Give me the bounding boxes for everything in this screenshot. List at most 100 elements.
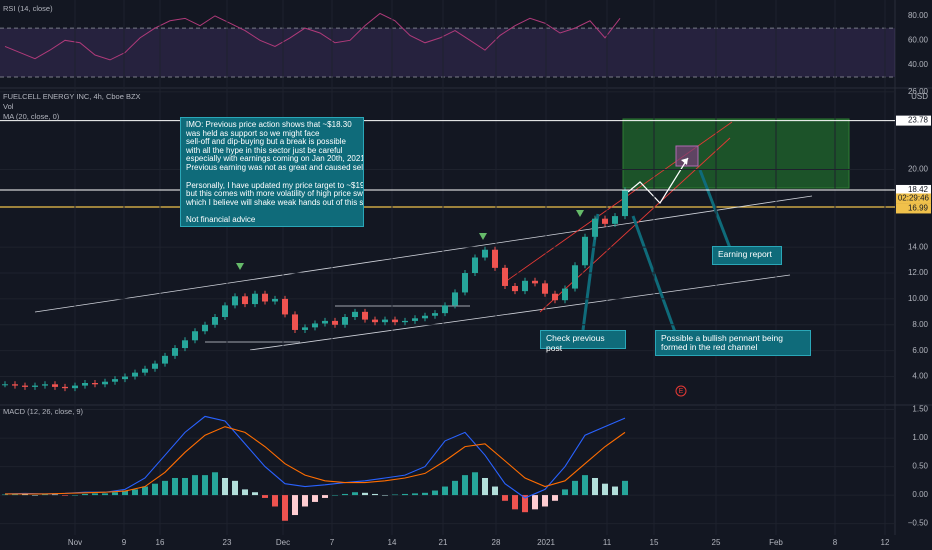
y-tick-label: 20.00 <box>908 165 929 174</box>
candle <box>442 305 448 314</box>
drawings: E USD <box>0 0 932 535</box>
annotation-line: which I believe will shake weak hands ou… <box>186 197 364 207</box>
macd-bar <box>152 483 158 496</box>
macd-bar <box>42 493 48 496</box>
macd-bar <box>52 494 58 496</box>
macd-bar <box>602 483 608 496</box>
x-tick-label: 21 <box>439 538 448 547</box>
annotation-line: Personally, I have updated my price targ… <box>186 180 364 190</box>
x-tick-label: 16 <box>156 538 165 547</box>
macd-bar <box>232 480 238 496</box>
earnings-marker <box>675 385 687 397</box>
rsi-band <box>0 28 895 77</box>
countdown: 02:29:46 <box>898 194 930 203</box>
macd-bar <box>592 477 598 496</box>
macd-bar <box>102 493 108 496</box>
candle <box>392 319 398 323</box>
macd-bar <box>572 480 578 496</box>
series-layer <box>0 0 895 535</box>
macd-bar <box>222 477 228 496</box>
candle <box>42 384 48 386</box>
macd-bar <box>142 486 148 496</box>
candle <box>232 296 238 306</box>
y-tick-label: 0.50 <box>912 462 928 471</box>
candle <box>592 218 598 237</box>
candle <box>552 293 558 301</box>
candle <box>322 320 328 324</box>
y-tick-label: 0.00 <box>912 490 928 499</box>
macd-bar <box>452 480 458 496</box>
candle <box>372 319 378 323</box>
macd-bar <box>162 480 168 496</box>
macd-bar <box>182 477 188 496</box>
y-tick-label: 12.00 <box>908 268 929 277</box>
annotation-line: was held as support so we might face <box>186 128 320 138</box>
candle <box>62 386 68 389</box>
macd-bar <box>192 475 198 496</box>
projection-path <box>627 157 689 204</box>
macd-label: MACD (12, 26, close, 9) <box>3 407 84 416</box>
candle <box>492 249 498 268</box>
macd-bar <box>122 490 128 496</box>
x-tick-label: Feb <box>769 538 783 547</box>
macd-bar <box>512 495 518 510</box>
candle <box>432 313 438 316</box>
macd-bar <box>392 494 398 496</box>
price-label-box <box>896 184 931 195</box>
price-label-box <box>896 203 931 214</box>
candle <box>22 385 28 387</box>
x-tick-label: 25 <box>712 538 721 547</box>
macd-bar <box>522 495 528 513</box>
x-tick-label: Dec <box>276 538 290 547</box>
candle <box>222 305 228 318</box>
macd-bar <box>422 492 428 496</box>
macd-bar <box>62 495 68 496</box>
macd-bar <box>112 492 118 496</box>
candle <box>302 327 308 330</box>
macd-bar <box>312 495 318 502</box>
callout-pointer <box>698 169 732 249</box>
candle <box>512 285 518 292</box>
target-zone <box>622 118 850 189</box>
macd-bar <box>462 475 468 496</box>
candle <box>92 383 98 385</box>
earnings-letter: E <box>679 388 684 395</box>
macd-bar <box>432 490 438 496</box>
volume-label: Vol <box>3 102 14 111</box>
candle <box>212 317 218 325</box>
x-tick-label: 11 <box>603 538 612 547</box>
macd-line <box>4 415 626 499</box>
candle <box>32 385 38 387</box>
macd-bar <box>552 495 558 501</box>
macd-bar <box>292 495 298 516</box>
arrow-marker <box>576 210 584 217</box>
macd-bar <box>372 493 378 496</box>
y-tick-label: 10.00 <box>908 294 929 303</box>
candle <box>472 257 478 274</box>
price-label: 23.78 <box>908 116 929 125</box>
x-tick-label: 7 <box>330 538 335 547</box>
rsi-label: RSI (14, close) <box>3 4 53 13</box>
candle <box>602 218 608 224</box>
candle <box>272 298 278 302</box>
y-tick-label: 1.50 <box>912 405 928 414</box>
signal-line <box>5 426 626 495</box>
macd-bar <box>282 495 288 521</box>
macd-bar <box>332 495 338 496</box>
macd-bar <box>472 472 478 496</box>
candle <box>522 280 528 292</box>
y-tick-label: 80.00 <box>908 11 929 20</box>
macd-bar <box>622 480 628 496</box>
annotation-earning: Earning report <box>712 246 782 265</box>
candle <box>152 363 158 369</box>
annotation-line: sell-off and dip-buying but a break is p… <box>186 137 346 147</box>
annotation-paragraph: Personally, I have updated my price targ… <box>186 180 364 208</box>
candle <box>122 376 128 380</box>
candle <box>482 249 488 258</box>
candle <box>142 368 148 373</box>
x-tick-label: 8 <box>833 538 838 547</box>
x-tick-label: 15 <box>650 538 659 547</box>
candle <box>612 216 618 224</box>
